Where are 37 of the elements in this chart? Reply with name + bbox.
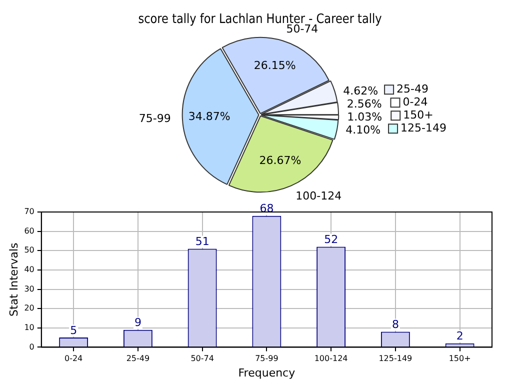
data-label: 51 [195, 235, 210, 248]
data-label: 9 [134, 316, 142, 330]
y-tick-label: 70 [24, 207, 34, 216]
x-tick-label: 0-24 [64, 354, 83, 364]
legend-label: 25-49 [396, 82, 429, 96]
y-tick-label: 20 [24, 304, 34, 313]
data-label: 4.10% [346, 124, 381, 137]
data-label: 2 [456, 330, 464, 343]
data-label: 5 [70, 324, 78, 337]
legend-label: 125-149 [400, 122, 446, 135]
x-tick-label: 25-49 [126, 354, 150, 364]
x-axis-title: Frequency [238, 366, 296, 380]
x-tick-label: 75-99 [255, 354, 278, 364]
y-axis-title: Stat Intervals [7, 242, 20, 316]
y-tick-label: 30 [24, 284, 34, 294]
x-tick-label: 100-124 [314, 354, 348, 364]
data-label: 52 [324, 233, 338, 246]
legend-label: 0-24 [402, 96, 428, 109]
data-label: 26.15% [254, 59, 296, 72]
data-label: 26.67% [259, 154, 302, 168]
y-tick-label: 0 [29, 342, 34, 352]
x-tick-label: 150+ [448, 354, 471, 364]
data-label: 1.03% [347, 110, 382, 124]
data-label: 2.56% [346, 98, 382, 111]
data-label: 34.87% [188, 110, 230, 124]
y-tick-label: 40 [24, 265, 34, 274]
legend-label: 150+ [403, 108, 434, 122]
slice-label: 50-74 [286, 22, 318, 36]
slice-label: 75-99 [138, 112, 171, 125]
y-tick-label: 50 [24, 246, 34, 255]
x-tick-label: 50-74 [190, 354, 214, 364]
y-tick-label: 10 [24, 322, 34, 332]
slice-label: 100-124 [296, 189, 342, 202]
data-label: 8 [392, 318, 399, 332]
data-label: 4.62% [343, 84, 378, 98]
x-tick-label: 125-149 [378, 354, 412, 364]
y-tick-label: 60 [24, 226, 34, 236]
